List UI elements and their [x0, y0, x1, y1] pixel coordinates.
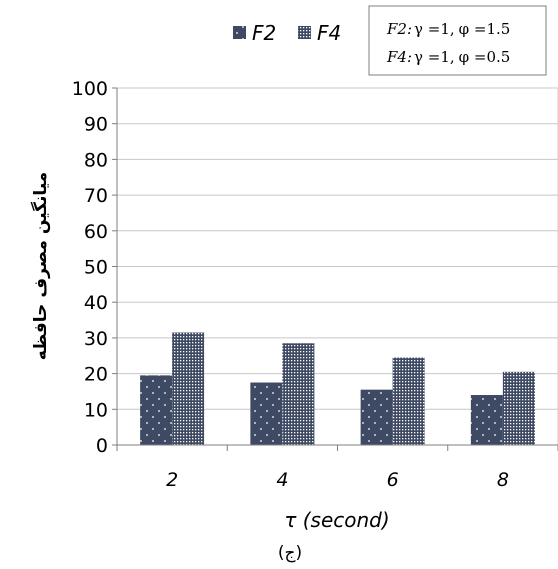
x-tick-label: 4 — [276, 469, 288, 491]
param-line-f4: F4: γ =1, φ =0.5 — [386, 48, 510, 66]
y-tick-label: 50 — [84, 257, 108, 279]
y-tick-label: 30 — [84, 328, 108, 350]
y-tick-label: 40 — [84, 292, 108, 314]
y-tick-label: 70 — [84, 185, 108, 207]
bar-f4-6 — [392, 357, 425, 445]
y-tick-label: 10 — [84, 399, 108, 421]
y-axis-ticks: 0 10 20 30 40 50 60 70 80 90 100 — [72, 78, 117, 457]
x-tick-label: 8 — [497, 469, 509, 491]
bar-f2-2 — [140, 375, 173, 445]
y-tick-label: 90 — [84, 114, 108, 136]
legend: F2 F4 — [233, 21, 341, 45]
y-tick-label: 0 — [96, 435, 108, 457]
y-axis-label: میانگین مصرف حافظه — [30, 172, 51, 360]
bar-f4-2 — [172, 332, 205, 445]
param-line-f2: F2: γ =1, φ =1.5 — [386, 20, 510, 38]
bars — [140, 332, 535, 445]
bar-f4-4 — [282, 343, 315, 445]
x-axis-ticks: 2 4 6 8 — [116, 445, 558, 491]
x-tick-label: 6 — [387, 469, 399, 491]
bar-f4-8 — [502, 371, 535, 445]
x-axis-label: τ (second) — [284, 508, 389, 532]
y-tick-label: 60 — [84, 221, 108, 243]
y-tick-label: 80 — [84, 149, 108, 171]
y-tick-label: 100 — [72, 78, 108, 100]
legend-label-f2: F2 — [252, 21, 276, 45]
legend-label-f4: F4 — [317, 21, 341, 45]
bar-f2-8 — [470, 395, 503, 445]
legend-swatch-f4 — [298, 26, 311, 39]
bar-f2-6 — [360, 389, 393, 445]
parameter-box: F2: γ =1, φ =1.5 F4: γ =1, φ =0.5 — [368, 5, 547, 76]
bar-f2-4 — [250, 382, 283, 445]
legend-swatch-f2 — [233, 26, 246, 39]
figure-caption: (ج) — [278, 543, 302, 563]
x-tick-label: 2 — [166, 469, 178, 491]
y-tick-label: 20 — [84, 364, 108, 386]
